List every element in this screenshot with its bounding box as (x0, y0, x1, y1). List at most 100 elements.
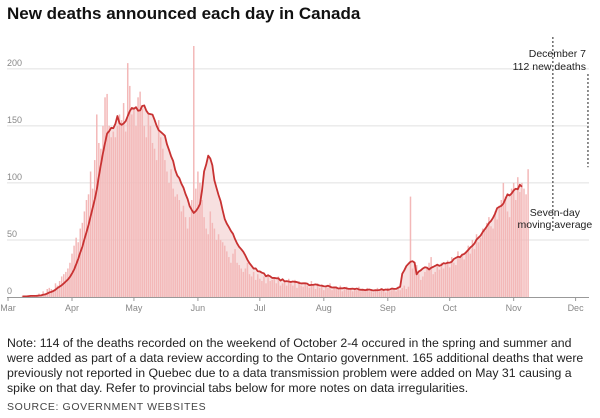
bar (174, 196, 176, 297)
bar (484, 230, 486, 297)
bar (327, 287, 329, 297)
x-tick-label: Mar (0, 303, 16, 313)
bar (56, 285, 59, 297)
bar (287, 278, 290, 297)
bar (527, 169, 529, 297)
bar (523, 188, 525, 297)
bar (422, 276, 424, 297)
bar (453, 262, 455, 297)
bar (475, 234, 478, 297)
bar (67, 268, 69, 297)
bar (364, 290, 366, 297)
bar (79, 228, 82, 297)
bar (172, 188, 174, 297)
bar (310, 281, 313, 297)
bar (124, 131, 127, 297)
bar (250, 276, 253, 297)
bar (302, 286, 304, 297)
bar (102, 125, 104, 297)
bar (69, 262, 71, 297)
bar (316, 283, 319, 297)
moving-average-area (22, 105, 522, 297)
bar (193, 46, 195, 297)
bar (170, 169, 172, 297)
bar (393, 289, 395, 297)
bar (498, 205, 500, 297)
bar (157, 120, 160, 297)
bar (188, 217, 191, 297)
bar (139, 91, 141, 297)
bar (151, 142, 154, 297)
bar (444, 265, 447, 297)
bar (306, 285, 309, 297)
bar (496, 219, 498, 297)
bar (244, 268, 247, 297)
bar (395, 291, 397, 297)
bar (277, 276, 280, 297)
bar (236, 262, 238, 297)
bar (370, 289, 373, 297)
bar (190, 200, 193, 297)
bar (232, 253, 234, 297)
bar (477, 242, 480, 297)
bar (519, 192, 521, 297)
bar (407, 286, 410, 297)
bar (203, 217, 205, 297)
bar (473, 249, 476, 297)
bar (135, 125, 137, 297)
bar (492, 228, 494, 297)
bar (100, 148, 102, 297)
bar (155, 160, 158, 297)
bar (223, 245, 226, 297)
bar (240, 268, 242, 297)
bar (517, 177, 519, 297)
bar (153, 148, 156, 297)
y-tick-label: 50 (7, 229, 17, 239)
bar (318, 287, 321, 297)
bar (199, 182, 201, 297)
bar (442, 268, 445, 297)
bar (300, 285, 302, 297)
bar (81, 222, 84, 297)
bar (490, 226, 492, 297)
bar (114, 137, 117, 297)
bar (448, 267, 451, 297)
bar (428, 262, 430, 297)
bar (234, 249, 236, 297)
bar (83, 211, 86, 297)
bar (283, 281, 286, 297)
bar (486, 222, 488, 297)
bar (508, 217, 511, 297)
bar (494, 211, 496, 297)
bar (345, 286, 348, 297)
bar (184, 217, 187, 297)
y-tick-label: 0 (7, 286, 12, 296)
chart: 0 50 100 150 200 Mar Apr May Jun Jul Aug Sep Oct Nov D… (0, 36, 592, 313)
bar (455, 265, 457, 297)
bar (521, 182, 523, 297)
bar (510, 188, 513, 297)
bar (389, 291, 391, 297)
bar (413, 262, 416, 297)
bar (110, 137, 112, 297)
bar (290, 283, 292, 297)
bar (166, 171, 168, 297)
axes: 0 50 100 150 200 Mar Apr May Jun Jul Aug Sep Oct Nov D… (0, 58, 589, 313)
bar (89, 171, 92, 297)
bar (374, 290, 377, 297)
bar (104, 97, 106, 297)
bar (376, 287, 379, 297)
moving-average-fill (22, 105, 522, 297)
bar (504, 196, 507, 297)
bar (52, 290, 55, 297)
bar (201, 200, 203, 297)
bar (71, 253, 73, 297)
x-tick-label: Apr (65, 303, 79, 313)
bar (465, 251, 467, 297)
x-tick-label: Aug (316, 303, 332, 313)
bar (112, 131, 115, 297)
bar (85, 200, 88, 297)
bar (209, 211, 212, 297)
bar (217, 234, 220, 297)
x-tick-label: Nov (506, 303, 523, 313)
